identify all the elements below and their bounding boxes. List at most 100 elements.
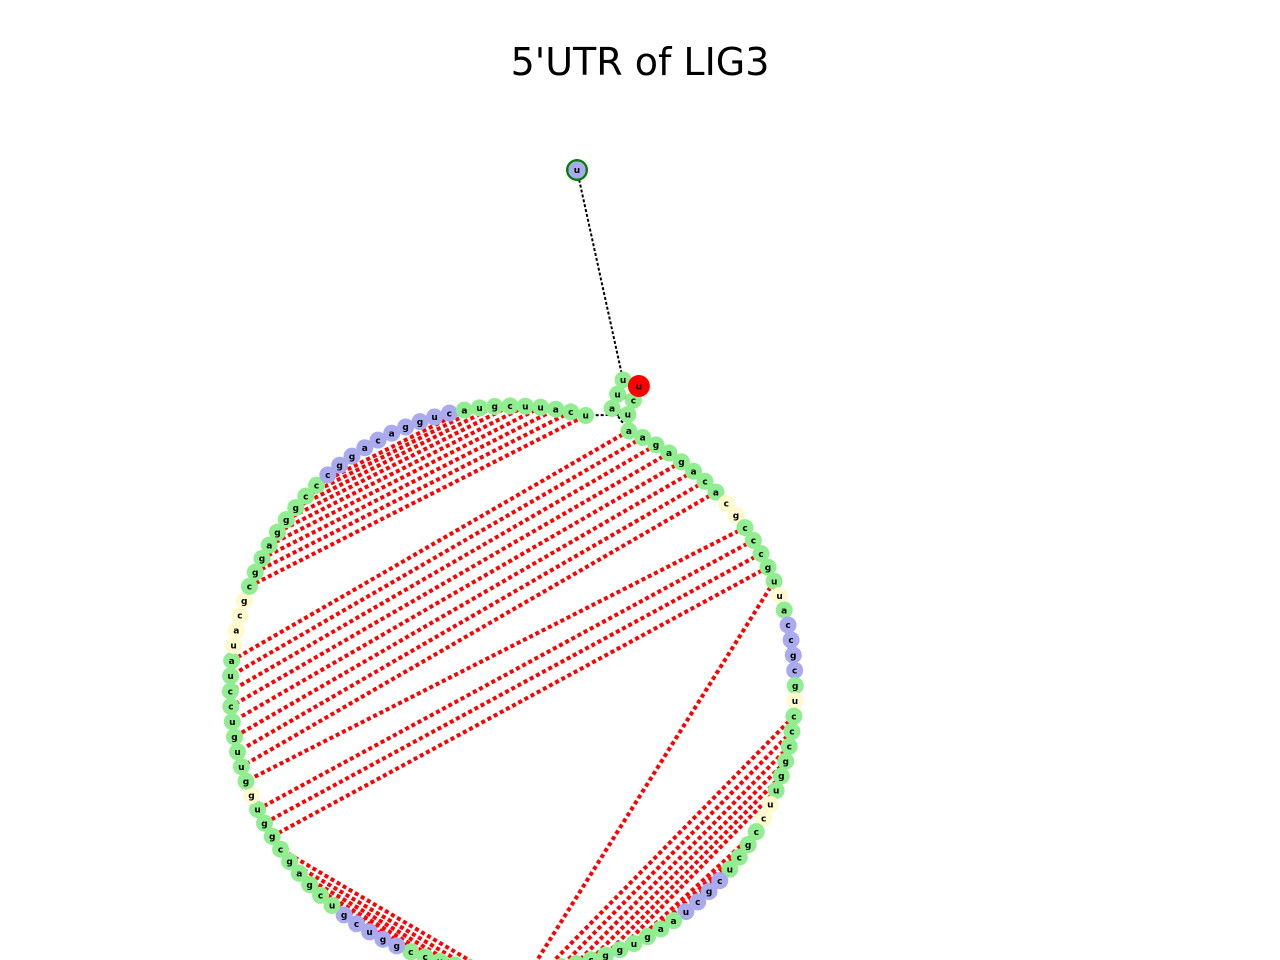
nucleotide-letter: g	[241, 597, 247, 607]
nucleotide-letter: c	[695, 898, 700, 908]
nucleotide-stem: a	[603, 399, 621, 417]
nucleotide-stem: c	[752, 545, 770, 563]
nucleotide-letter: g	[292, 504, 298, 514]
nucleotide-letter: u	[366, 928, 372, 938]
nucleotide-circle	[426, 408, 444, 426]
nucleotide-circle	[721, 860, 739, 878]
base-pair-bond	[233, 469, 695, 739]
nucleotide-letter: c	[237, 612, 242, 622]
nucleotide-circle	[221, 682, 239, 700]
nucleotide-letter: g	[274, 528, 280, 538]
nucleotide-letter: a	[640, 434, 646, 444]
nucleotide-loop_internal: c	[717, 494, 735, 512]
nucleotide-circle	[397, 418, 415, 436]
nucleotide-loop_internal: u	[786, 692, 804, 710]
nucleotide-circle	[447, 956, 462, 960]
nucleotide-hairpin: g	[335, 906, 353, 924]
nucleotide-circle	[268, 523, 286, 541]
nucleotide-circle	[501, 397, 519, 415]
nucleotide-stem: c	[783, 722, 801, 740]
nucleotide-circle	[272, 840, 290, 858]
nucleotide-circle	[652, 920, 670, 938]
nucleotide-letter: a	[609, 405, 615, 415]
nucleotide-stem: a	[547, 400, 565, 418]
nucleotide-letter: g	[782, 757, 788, 767]
nucleotide-circle	[246, 563, 264, 581]
nucleotide-hairpin: a	[383, 424, 401, 442]
nucleotide-stem: g	[268, 523, 286, 541]
nucleotide-letter: c	[761, 814, 766, 824]
nucleotide-stem: c	[780, 737, 798, 755]
nucleotide-loop_internal: g	[242, 787, 260, 805]
nucleotide-circle	[356, 439, 374, 457]
nucleotide-stem: c	[222, 697, 240, 715]
nucleotide-circle	[222, 667, 240, 685]
nucleotide-circle	[281, 853, 299, 871]
nucleotide-circle	[323, 896, 341, 914]
nucleotide-circle	[470, 399, 488, 417]
nucleotide-loop_internal: c	[755, 809, 773, 827]
nucleotide-letter: u	[767, 801, 773, 811]
nucleotide-hairpin: c	[786, 661, 804, 679]
nucleotide-circle	[343, 447, 361, 465]
nucleotide-stem: g	[237, 772, 255, 790]
nucleotide-hairpin: c	[348, 915, 366, 933]
nucleotide-letter: g	[653, 441, 659, 451]
nucleotide-circle	[775, 601, 793, 619]
nucleotide-circle	[625, 935, 643, 953]
nucleotide-stem: u	[229, 743, 247, 761]
nucleotide-circle	[627, 375, 650, 398]
nucleotide-letter: u	[620, 376, 626, 386]
nucleotide-stem: u	[609, 385, 627, 403]
nucleotide-circle	[229, 743, 247, 761]
nucleotide-circle	[761, 795, 779, 813]
nucleotide-circle	[783, 722, 801, 740]
nucleotide-letter: g	[765, 563, 771, 573]
nucleotide-loop_internal: a	[227, 621, 245, 639]
nucleotide-stem: c	[747, 823, 765, 841]
nucleotide-stem: u	[625, 935, 643, 953]
nucleotide-letter: g	[336, 461, 342, 471]
nucleotide-hairpin: c	[319, 466, 337, 484]
nucleotide-letter: u	[683, 908, 689, 918]
nucleotide-stem: g	[301, 876, 319, 894]
nucleotide-circle	[786, 692, 804, 710]
nucleotide-letter: c	[785, 621, 790, 631]
nucleotide-circle	[308, 476, 326, 494]
nucleotide-letter: g	[402, 423, 408, 433]
nucleotide-hairpin: a	[356, 439, 374, 457]
nucleotide-circle	[568, 161, 586, 179]
nucleotide-stem: a	[665, 912, 683, 930]
nucleotide-hairpin: c	[440, 404, 458, 422]
nucleotide-loop_internal: g	[727, 506, 745, 524]
nucleotide-circle	[707, 483, 725, 501]
nucleotide-stem: a	[660, 444, 678, 462]
nucleotide-circle	[223, 652, 241, 670]
nucleotide-circle	[752, 545, 770, 563]
nucleotide-stem: c	[736, 519, 754, 537]
nucleotide-letter: u	[329, 902, 335, 912]
nucleotide-hairpin: c	[689, 893, 707, 911]
nucleotide-letter: u	[776, 592, 782, 602]
nucleotide-circle	[777, 752, 795, 770]
nucleotide-circle	[431, 952, 449, 960]
nucleotide-letter: g	[491, 403, 497, 413]
nucleotide-letter: u	[631, 940, 637, 950]
nucleotide-circle	[331, 456, 349, 474]
nucleotide-circle	[335, 906, 353, 924]
base-pair-bond	[268, 405, 542, 547]
nucleotide-letter: c	[754, 828, 759, 838]
nucleotide-circle	[582, 951, 600, 960]
nucleotide-letter: g	[706, 888, 712, 898]
nucleotide-letter: g	[644, 933, 650, 943]
nucleotide-letter: a	[781, 606, 787, 616]
nucleotide-hairpin: c	[711, 872, 729, 890]
nucleotide-stem: u	[614, 371, 632, 389]
nucleotide-letter: c	[758, 550, 763, 560]
base-pair-bond	[240, 490, 717, 769]
nucleotide-letter: g	[259, 555, 265, 565]
nucleotide-letter: u	[636, 382, 642, 392]
nucleotide-hairpin: g	[397, 418, 415, 436]
nucleotide-circle	[402, 943, 420, 960]
